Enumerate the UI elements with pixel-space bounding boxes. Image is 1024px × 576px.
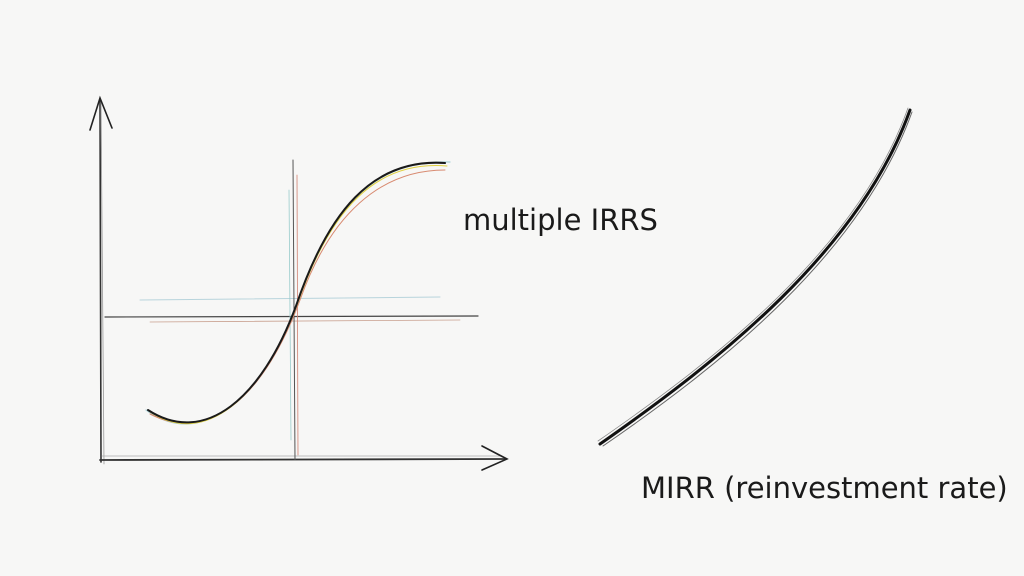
label-mirr: MIRR (reinvestment rate): [641, 471, 1008, 505]
label-multiple-irrs: multiple IRRS: [463, 203, 658, 237]
right-graph: [597, 107, 913, 447]
vertical-line-sketch: [296, 174, 299, 456]
y-axis-sketch: [100, 101, 105, 465]
y-axis: [99, 99, 102, 463]
npv-curve: [147, 161, 446, 424]
x-axis: [99, 458, 506, 461]
vertical-line-sketch: [288, 189, 292, 441]
mirr-line: [598, 108, 912, 446]
zero-line-sketch: [149, 319, 461, 323]
mirr-line-sketch: [602, 111, 913, 447]
mirr-line-sketch: [597, 107, 909, 442]
x-arrow: [481, 445, 509, 471]
y-arrow: [89, 95, 113, 131]
left-graph: [89, 95, 509, 471]
